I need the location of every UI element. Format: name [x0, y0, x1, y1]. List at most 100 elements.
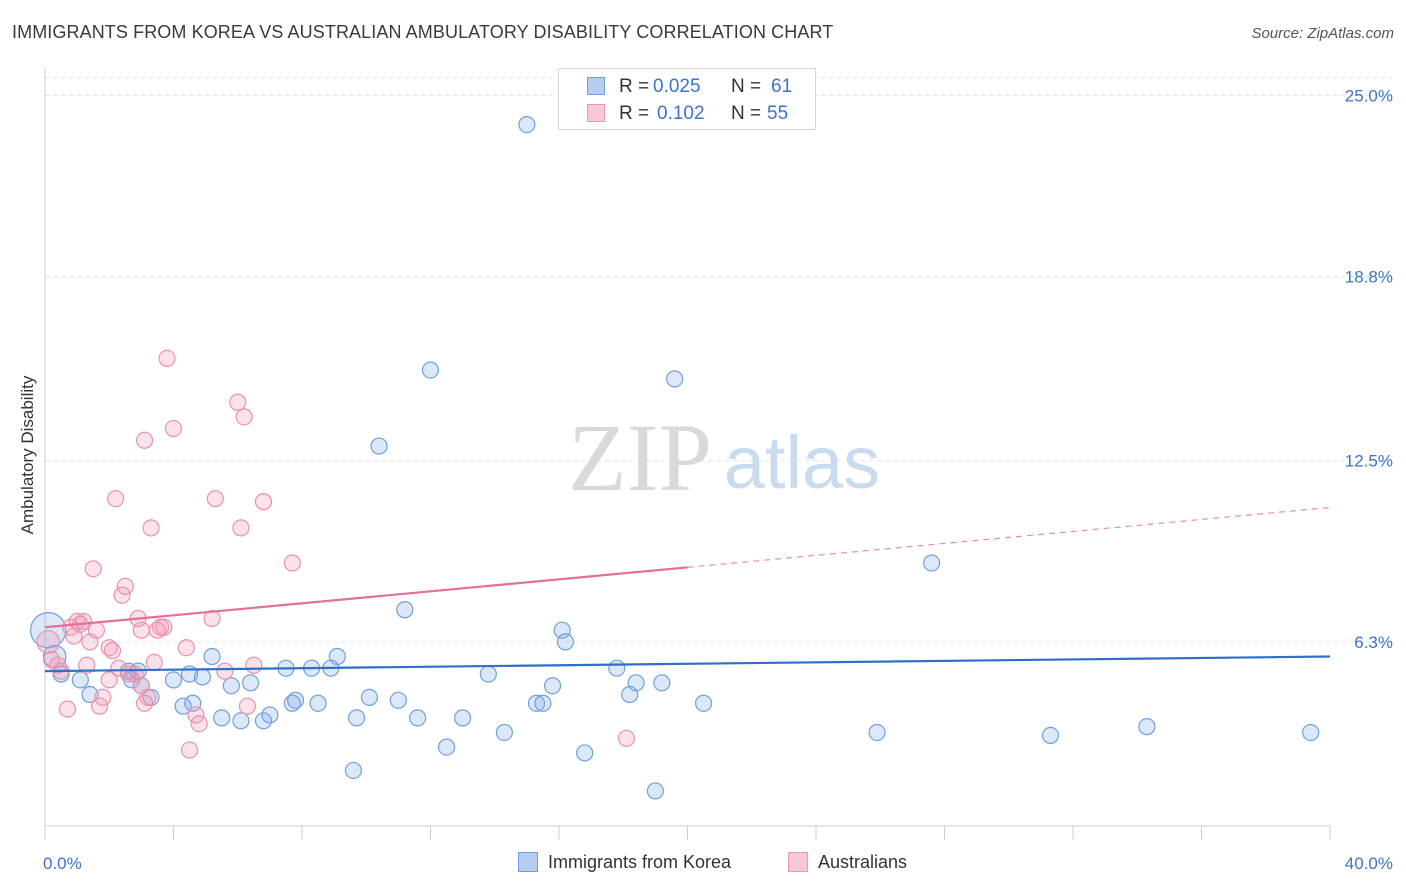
legend-n-value: 61	[771, 76, 793, 97]
bottom-legend-korea: Immigrants from Korea	[518, 852, 731, 873]
point-korea	[868, 723, 886, 742]
chart-title: IMMIGRANTS FROM KOREA VS AUSTRALIAN AMBU…	[12, 22, 834, 42]
point-korea	[254, 712, 273, 730]
point-australians	[100, 639, 118, 657]
point-korea	[543, 677, 562, 695]
legend-r-value: 0.102	[657, 103, 705, 124]
point-korea	[437, 738, 456, 756]
point-australians	[229, 393, 247, 411]
point-australians	[91, 697, 109, 715]
point-australians	[113, 586, 131, 604]
point-australians	[235, 408, 253, 426]
legend-n-label: N =	[731, 103, 762, 124]
legend-r-label: R =	[619, 76, 650, 97]
point-australians	[142, 519, 160, 537]
point-australians	[145, 653, 163, 671]
point-korea	[608, 659, 626, 677]
point-korea	[421, 361, 440, 379]
point-australians	[100, 671, 118, 689]
points-immigrants-from-korea	[30, 116, 1320, 800]
point-korea	[518, 116, 536, 134]
point-korea	[164, 671, 183, 689]
point-korea	[666, 370, 684, 388]
point-australians	[158, 349, 176, 368]
trend-lines	[44, 506, 1331, 673]
legend-n-label: N =	[731, 76, 762, 97]
point-australians	[203, 609, 221, 628]
point-korea	[1138, 718, 1156, 736]
point-korea	[174, 697, 192, 715]
point-korea	[495, 723, 513, 742]
trend-line-australians-projection	[687, 506, 1331, 568]
legend-r-label: R =	[619, 103, 650, 124]
point-korea	[348, 709, 366, 727]
point-australians	[132, 621, 150, 639]
watermark-atlas: atlas	[724, 421, 880, 504]
watermark-zip: ZIP	[568, 404, 712, 511]
legend-row-australians: R = 0.102 N = 55	[559, 101, 815, 127]
y-tick-label: 12.5%	[1345, 452, 1393, 471]
point-australians	[58, 700, 77, 718]
point-australians	[107, 490, 125, 508]
point-korea	[344, 761, 362, 780]
y-tick-label: 6.3%	[1354, 633, 1393, 652]
x-tick-label-max: 40.0%	[1345, 854, 1393, 873]
point-korea	[556, 633, 575, 651]
point-korea	[627, 674, 645, 692]
watermark: ZIP atlas	[568, 404, 880, 511]
point-australians	[206, 490, 224, 508]
legend-n-value: 55	[767, 103, 789, 124]
point-australians	[283, 554, 301, 572]
point-australians	[94, 688, 112, 707]
point-korea	[527, 694, 546, 712]
point-australians	[78, 656, 96, 674]
correlation-legend: R = 0.025 N = 61 R = 0.102 N = 55	[558, 68, 816, 130]
gridlines	[45, 77, 1392, 643]
point-australians	[103, 642, 122, 660]
point-australians	[116, 577, 134, 595]
point-australians	[110, 659, 128, 677]
chart-source: Source: ZipAtlas.com	[1251, 25, 1394, 42]
bottom-legend-swatch-pink	[788, 852, 808, 872]
y-tick-label: 25.0%	[1345, 86, 1393, 105]
point-australians	[254, 493, 273, 511]
point-korea	[81, 685, 99, 704]
point-australians	[87, 621, 106, 639]
bottom-legend-swatch-blue	[518, 852, 538, 872]
point-australians	[164, 419, 183, 438]
bottom-legend-australians: Australians	[788, 852, 907, 873]
point-australians	[74, 612, 93, 631]
point-australians	[177, 639, 195, 657]
point-australians	[36, 630, 61, 654]
trend-line-australians	[44, 566, 688, 629]
point-korea	[370, 437, 388, 455]
point-australians	[617, 729, 636, 747]
point-korea	[389, 691, 407, 709]
point-australians	[232, 519, 250, 537]
y-tick-label: 18.8%	[1345, 268, 1393, 287]
tick-labels: 6.3% 12.5% 18.8% 25.0% 0.0% 40.0%	[43, 86, 1393, 873]
legend-row-korea: R = 0.025 N = 61	[559, 74, 815, 100]
point-korea	[203, 647, 221, 666]
point-australians	[135, 694, 154, 712]
point-korea	[409, 709, 427, 727]
point-korea	[232, 712, 250, 730]
point-australians	[238, 697, 256, 715]
point-australians	[245, 656, 263, 674]
point-australians	[155, 618, 173, 636]
point-korea	[193, 668, 212, 686]
bottom-legend-label-australians: Australians	[818, 852, 908, 872]
trend-line-korea	[44, 655, 1331, 673]
point-korea	[396, 601, 414, 619]
legend-r-value: 0.025	[653, 76, 701, 97]
point-korea	[222, 677, 240, 695]
point-australians	[135, 431, 154, 449]
point-korea	[283, 694, 301, 712]
point-korea	[360, 688, 379, 707]
point-korea	[646, 782, 664, 800]
legend-swatch-blue	[587, 77, 605, 95]
axes	[44, 68, 1331, 840]
bottom-legend-label-korea: Immigrants from Korea	[548, 852, 732, 872]
point-korea	[328, 647, 346, 666]
